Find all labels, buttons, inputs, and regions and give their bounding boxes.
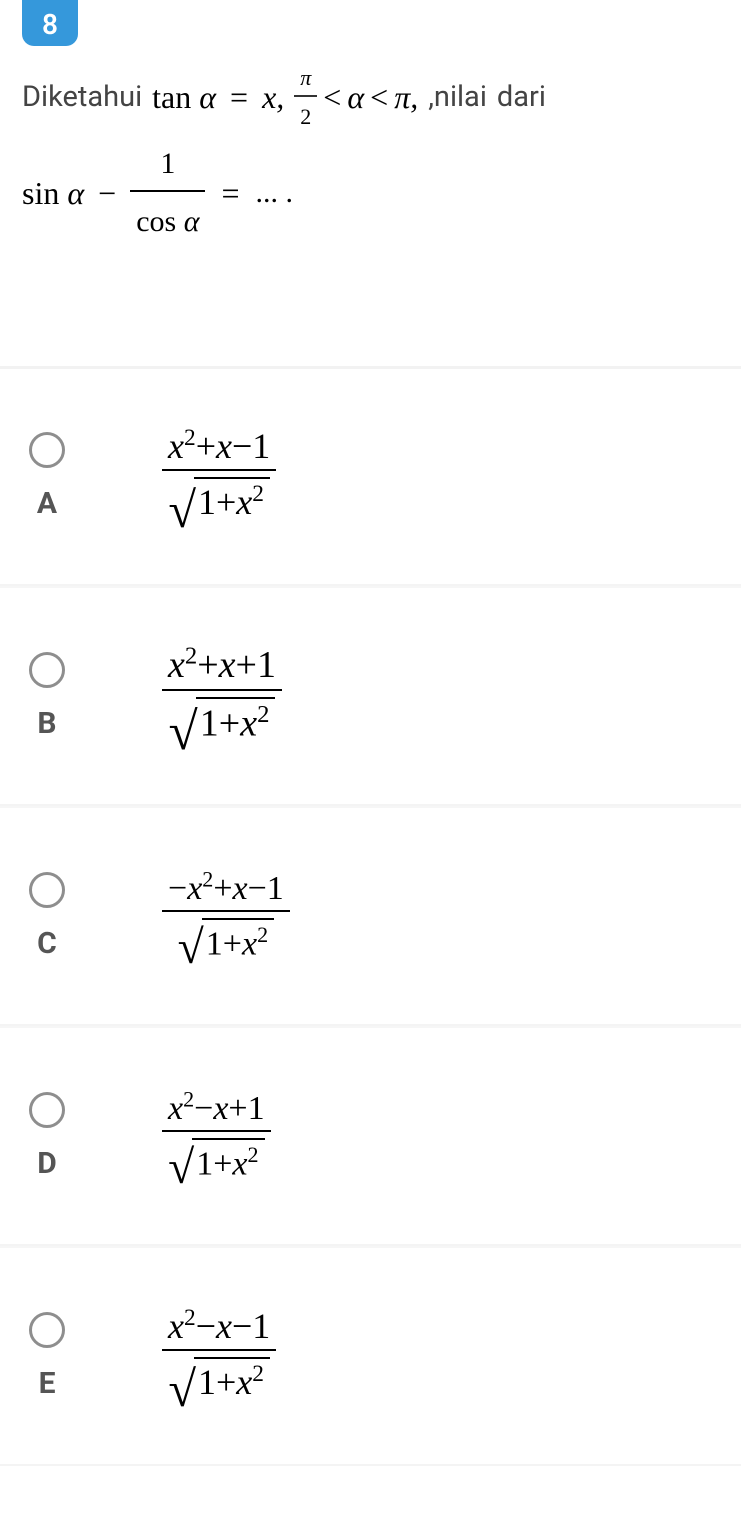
opt-a-den: √1+x2 [162,471,276,528]
opt-a-num: x2+x−1 [162,425,276,471]
option-a-control: A [22,432,72,521]
radio-e[interactable] [29,1312,65,1348]
two-den: 2 [294,97,317,134]
option-e-formula: x2−x−1 √1+x2 [162,1305,276,1408]
dots: ... . [255,169,293,217]
radio-c[interactable] [29,872,65,908]
radio-a[interactable] [29,432,65,468]
expr-range: π 2 < α < π, [294,60,418,134]
text-diketahui: Diketahui [22,74,142,120]
tan-text: tan [152,79,191,115]
cos-alpha-den: cos α [130,192,205,246]
expr-1-over-cos: 1 cos α [130,140,205,246]
opt-e-num: x2−x−1 [162,1305,276,1351]
opt-c-den: √1+x2 [162,912,290,966]
option-a-formula: x2+x−1 √1+x2 [162,425,276,528]
pi-2: π, [394,72,418,123]
opt-d-den: √1+x2 [162,1132,271,1186]
option-c-control: C [22,872,72,961]
alpha-1: α [199,79,216,115]
option-c-letter: C [37,926,57,961]
option-b-formula: x2+x+1 √1+x2 [162,642,282,751]
option-b-letter: B [37,706,56,741]
option-d-control: D [22,1092,72,1181]
option-d[interactable]: D x2−x+1 √1+x2 [0,1026,741,1246]
option-c-formula: −x2+x−1 √1+x2 [162,867,290,966]
lt-1: < [323,72,341,123]
option-e-control: E [22,1312,72,1401]
option-d-formula: x2−x+1 √1+x2 [162,1087,271,1186]
sin-text: sin [22,175,59,211]
expr-sin-alpha: sin α [22,168,84,219]
eq-2: = [215,168,245,219]
opt-d-num: x2−x+1 [162,1087,271,1132]
alpha-2: α [347,72,364,123]
radio-b[interactable] [29,652,65,688]
eq-sign: = [224,79,254,115]
lt-2: < [370,72,388,123]
option-a-letter: A [37,486,57,521]
option-e-letter: E [39,1366,56,1401]
question-text: Diketahui tan α = x, π 2 < α < π, ,nilai… [0,46,741,246]
alpha-4: α [184,205,200,238]
text-dari: dari [497,74,546,120]
option-b-control: B [22,652,72,741]
option-b[interactable]: B x2+x+1 √1+x2 [0,586,741,806]
question-number-badge: 8 [22,0,78,46]
pi-num: π [294,60,317,97]
pi-over-2: π 2 [294,60,317,134]
option-e[interactable]: E x2−x−1 √1+x2 [0,1246,741,1466]
text-nilai: ,nilai [428,74,487,120]
cos-text: cos [136,205,176,238]
opt-b-num: x2+x+1 [162,642,282,691]
option-c[interactable]: C −x2+x−1 √1+x2 [0,806,741,1026]
expr-tan-alpha-eq-x: tan α = x, [152,72,284,123]
options-list: A x2+x−1 √1+x2 B x2+x+1 √1+x2 [0,366,741,1466]
opt-e-den: √1+x2 [162,1351,276,1408]
opt-b-den: √1+x2 [162,691,282,751]
opt-c-num: −x2+x−1 [162,867,290,912]
alpha-3: α [67,175,84,211]
one-num: 1 [130,140,205,192]
option-a[interactable]: A x2+x−1 √1+x2 [0,366,741,586]
option-d-letter: D [37,1146,57,1181]
radio-d[interactable] [29,1092,65,1128]
minus-sign: − [94,168,120,219]
x-sym: x, [262,79,284,115]
